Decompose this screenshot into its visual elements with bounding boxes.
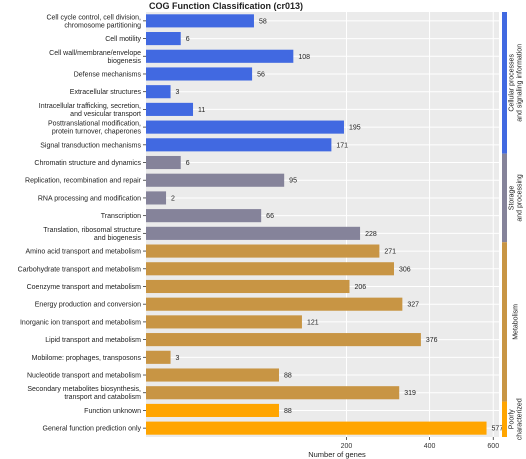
value-label: 6 [186, 160, 190, 167]
value-label: 376 [426, 337, 438, 344]
value-label: 228 [365, 231, 377, 238]
value-label: 88 [284, 408, 292, 415]
bar [146, 32, 181, 46]
value-label: 327 [407, 302, 419, 309]
category-label: Carbohydrate transport and metabolism [18, 266, 142, 273]
category-label: Intracellular trafficking, secretion, and… [39, 103, 141, 118]
category-label: Lipid transport and metabolism [45, 337, 141, 344]
bars [146, 14, 487, 435]
value-label: 3 [176, 355, 180, 362]
bar [146, 138, 332, 152]
category-label: Chromatin structure and dynamics [34, 160, 141, 167]
value-label: 206 [354, 284, 366, 291]
value-label: 171 [336, 142, 348, 149]
value-label: 6 [186, 36, 190, 43]
value-label: 11 [198, 107, 205, 114]
bar [146, 102, 194, 116]
bar [146, 262, 394, 276]
category-label: Transcription [101, 213, 141, 220]
bar [146, 386, 400, 400]
bar [146, 173, 285, 187]
bar [146, 191, 167, 205]
value-label: 108 [298, 54, 310, 61]
bar [146, 403, 279, 417]
category-label: RNA processing and modification [38, 195, 141, 202]
category-label: Cell cycle control, cell division, chromo… [46, 14, 141, 29]
bar [146, 350, 171, 364]
value-label: 306 [399, 266, 411, 273]
category-label: Nucleotide transport and metabolism [27, 373, 141, 380]
bar [146, 297, 403, 311]
category-label: Amino acid transport and metabolism [25, 249, 141, 256]
bar [146, 14, 254, 28]
bar [146, 315, 302, 329]
category-label: Defense mechanisms [74, 71, 142, 78]
category-label: Secondary metabolites biosynthesis, trans… [27, 386, 141, 401]
group-label: Poorlycharacterized [509, 398, 524, 440]
category-label: Translation, ribosomal structure and biog… [43, 227, 141, 242]
group-label: Cellular processesand signaling informat… [509, 44, 524, 122]
x-tick-label: 400 [424, 443, 436, 450]
group-strips: Cellular processesand signaling informat… [502, 12, 524, 440]
group-label: Storageand processing [509, 174, 524, 222]
category-label: Energy production and conversion [35, 302, 141, 309]
value-labels: 58 6 108 56 3 11 195 171 6 95 2 66 228 271 306 206 327 12… [171, 18, 503, 432]
bar [146, 120, 344, 134]
value-label: 271 [384, 249, 396, 256]
group-strip [502, 12, 507, 154]
bar [146, 333, 421, 347]
category-label: Coenzyme transport and metabolism [27, 284, 142, 291]
category-label: Replication, recombination and repair [25, 178, 142, 185]
category-label: Extracellular structures [70, 89, 142, 96]
bar [146, 67, 253, 81]
chart-title: COG Function Classification (cr013) [149, 1, 303, 11]
x-tick-label: 200 [341, 443, 353, 450]
group-strip [502, 401, 507, 437]
category-label: General function prediction only [43, 426, 142, 433]
value-label: 577 [492, 426, 504, 433]
value-label: 195 [349, 125, 361, 132]
bar [146, 226, 361, 240]
bar [146, 209, 262, 223]
group-strip [502, 242, 507, 402]
x-axis-ticks: 200 400 600 [341, 437, 499, 450]
group-label: Metabolism [513, 304, 520, 340]
bar [146, 49, 294, 63]
value-label: 66 [266, 213, 274, 220]
bar [146, 85, 171, 99]
value-label: 2 [171, 195, 175, 202]
category-label: Posttranslational modification, protein t… [48, 121, 141, 136]
x-tick-label: 600 [487, 443, 499, 450]
category-label: Cell wall/membrane/envelope biogenesis [49, 50, 141, 65]
bar [146, 421, 487, 435]
category-label: Mobilome: prophages, transposons [32, 355, 142, 362]
plot-panel [146, 12, 499, 437]
value-label: 88 [284, 373, 292, 380]
category-label: Signal transduction mechanisms [40, 142, 141, 149]
category-label: Cell motility [105, 36, 141, 43]
category-labels: Cell cycle control, cell division, chromo… [18, 14, 146, 433]
bar [146, 244, 380, 258]
value-label: 58 [259, 18, 267, 25]
value-label: 56 [257, 71, 265, 78]
bar [146, 155, 181, 170]
bar [146, 368, 279, 382]
value-label: 3 [176, 89, 180, 96]
value-label: 95 [289, 178, 297, 185]
category-label: Function unknown [84, 408, 141, 415]
group-strip [502, 153, 507, 243]
value-label: 121 [307, 319, 319, 326]
value-label: 319 [404, 390, 416, 397]
x-axis-title: Number of genes [308, 450, 366, 459]
bar [146, 279, 350, 294]
category-label: Inorganic ion transport and metabolism [20, 319, 141, 326]
